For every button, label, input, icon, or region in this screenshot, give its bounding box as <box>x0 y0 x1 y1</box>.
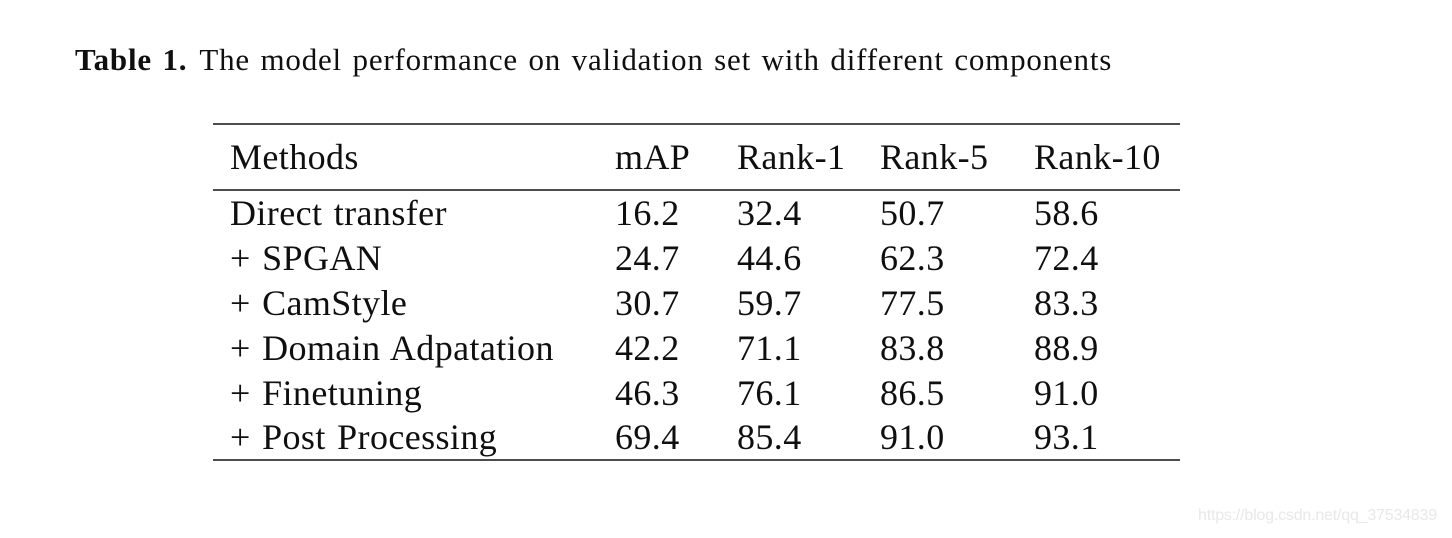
table-caption-label: Table 1. <box>75 42 188 77</box>
method-cell: + Finetuning <box>230 372 423 413</box>
table-row: + CamStyle 30.7 59.7 77.5 83.3 <box>213 280 1180 325</box>
map-value-cell: 69.4 <box>615 417 680 457</box>
rank10-value-cell: 88.9 <box>1034 327 1099 368</box>
rank5-value-cell: 83.8 <box>880 327 945 368</box>
table-caption-text: The model performance on validation set … <box>199 42 1113 77</box>
table-caption: Table 1. The model performance on validat… <box>75 42 1112 78</box>
table-row: Direct transfer 16.2 32.4 50.7 58.6 <box>213 190 1180 235</box>
column-header-rank10: Rank-10 <box>1034 137 1161 177</box>
table-row: + Finetuning 46.3 76.1 86.5 91.0 <box>213 370 1180 415</box>
rank5-value-cell: 77.5 <box>880 282 945 323</box>
method-cell: + Post Processing <box>230 417 498 457</box>
method-cell: Direct transfer <box>230 193 447 233</box>
table-row: + Domain Adpatation 42.2 71.1 83.8 88.9 <box>213 325 1180 370</box>
csdn-watermark: https://blog.csdn.net/qq_37534839 <box>1198 507 1437 524</box>
rank10-value-cell: 83.3 <box>1034 282 1099 323</box>
method-cell: + SPGAN <box>230 237 383 278</box>
column-header-map: mAP <box>615 137 691 177</box>
column-header-methods: Methods <box>230 137 359 177</box>
method-cell: + CamStyle <box>230 282 408 323</box>
table-row: + SPGAN 24.7 44.6 62.3 72.4 <box>213 235 1180 280</box>
table-header-row: Methods mAP Rank-1 Rank-5 Rank-10 <box>213 124 1180 190</box>
rank10-value-cell: 72.4 <box>1034 237 1099 278</box>
rank1-value-cell: 44.6 <box>737 237 802 278</box>
map-value-cell: 46.3 <box>615 372 680 413</box>
rank5-value-cell: 62.3 <box>880 237 945 278</box>
column-header-rank1: Rank-1 <box>737 137 846 177</box>
map-value-cell: 42.2 <box>615 327 680 368</box>
map-value-cell: 24.7 <box>615 237 680 278</box>
rank1-value-cell: 59.7 <box>737 282 802 323</box>
rank5-value-cell: 86.5 <box>880 372 945 413</box>
rank10-value-cell: 93.1 <box>1034 417 1099 457</box>
rank1-value-cell: 32.4 <box>737 193 802 233</box>
rank1-value-cell: 76.1 <box>737 372 802 413</box>
table-row: + Post Processing 69.4 85.4 91.0 93.1 <box>213 415 1180 460</box>
rank10-value-cell: 91.0 <box>1034 372 1099 413</box>
results-table: Methods mAP Rank-1 Rank-5 Rank-10 Direct… <box>213 123 1180 461</box>
rank5-value-cell: 91.0 <box>880 417 945 457</box>
rank5-value-cell: 50.7 <box>880 193 945 233</box>
map-value-cell: 30.7 <box>615 282 680 323</box>
rank1-value-cell: 85.4 <box>737 417 802 457</box>
rank10-value-cell: 58.6 <box>1034 193 1099 233</box>
method-cell: + Domain Adpatation <box>230 327 554 368</box>
column-header-rank5: Rank-5 <box>880 137 989 177</box>
rank1-value-cell: 71.1 <box>737 327 802 368</box>
map-value-cell: 16.2 <box>615 193 680 233</box>
